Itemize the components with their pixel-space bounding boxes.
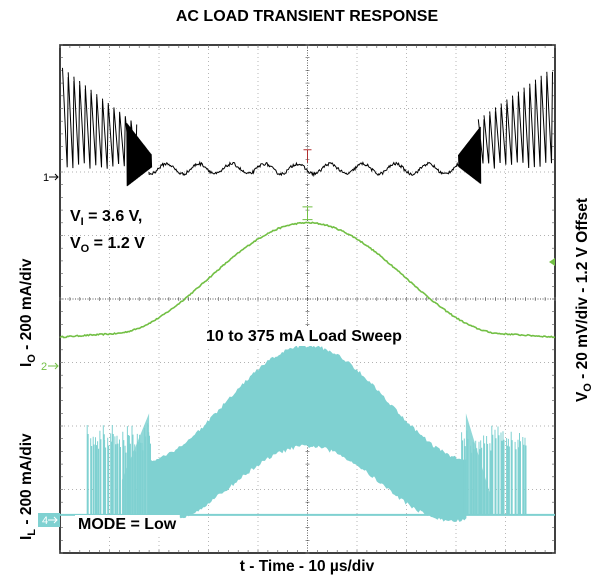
conditions-vi: VI = 3.6 V, <box>70 208 142 228</box>
series-io-line <box>59 221 556 339</box>
trace-vo <box>62 67 553 187</box>
channel-marker-1-label: 1 <box>43 172 49 184</box>
conditions-vo: VO = 1.2 V <box>70 235 145 255</box>
trace-il <box>60 344 555 523</box>
label-backdrop <box>203 327 406 346</box>
series-vo-cursor <box>303 149 312 163</box>
series-il-bursts-left <box>86 423 151 515</box>
trace-io <box>59 206 556 339</box>
channel-marker-1: 1 <box>43 172 59 184</box>
channel-marker-4: 4 <box>38 513 60 527</box>
series-vo-line <box>62 67 553 187</box>
mode-label: MODE = Low <box>78 516 177 533</box>
channel-marker-2-label: 2 <box>41 361 47 373</box>
channel-marker-4-label: 4 <box>42 515 48 527</box>
y-axis-label-il: IL - 200 mA/div <box>18 433 38 540</box>
load-sweep-label: 10 to 375 mA Load Sweep <box>206 328 402 345</box>
x-axis-label: t - Time - 10 µs/div <box>240 558 375 575</box>
channel-marker-2: 2 <box>41 361 59 373</box>
y-axis-label-io: IO - 200 mA/div <box>18 258 38 367</box>
series-il-band <box>148 344 467 523</box>
series-il-bursts-right <box>461 425 527 515</box>
chart-title: AC LOAD TRANSIENT RESPONSE <box>176 8 439 25</box>
series-io-cursor <box>302 206 313 221</box>
trigger-level-marker <box>549 258 555 266</box>
y-axis-label-vo: VO - 20 mV/div - 1.2 V Offset <box>574 198 594 402</box>
label-backdrop <box>75 515 180 534</box>
